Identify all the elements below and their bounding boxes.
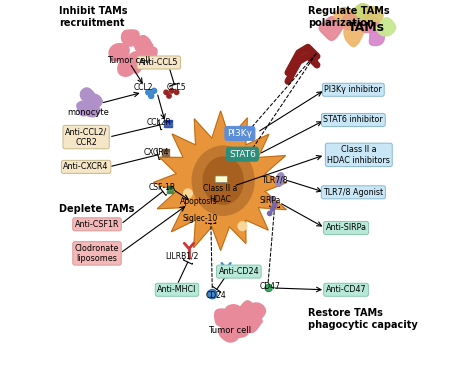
Bar [162, 149, 169, 151]
Bar [167, 186, 173, 188]
Text: CXCR4: CXCR4 [144, 148, 169, 157]
Text: Apoptosis: Apoptosis [180, 197, 218, 206]
Text: CSF-1R: CSF-1R [149, 184, 176, 192]
Text: Siglec-10: Siglec-10 [182, 214, 218, 223]
Polygon shape [369, 30, 385, 46]
Polygon shape [246, 303, 265, 322]
Circle shape [208, 289, 217, 299]
Text: CD47: CD47 [260, 282, 281, 291]
Bar [162, 152, 169, 154]
Polygon shape [219, 323, 239, 342]
Ellipse shape [276, 173, 284, 187]
Bar [164, 123, 172, 125]
Text: Restore TAMs
phagocytic capacity: Restore TAMs phagocytic capacity [308, 308, 418, 330]
Polygon shape [139, 47, 157, 65]
Text: Anti-CD47: Anti-CD47 [326, 285, 366, 294]
Polygon shape [135, 36, 153, 53]
Text: PI3Kγ: PI3Kγ [228, 129, 253, 138]
Polygon shape [81, 88, 96, 101]
Text: Anti-CXCR4: Anti-CXCR4 [64, 162, 109, 171]
Text: LILRB1/2: LILRB1/2 [165, 251, 199, 261]
Circle shape [149, 93, 154, 99]
Polygon shape [77, 101, 91, 116]
Polygon shape [344, 24, 364, 47]
Bar [162, 154, 169, 156]
Text: Tumor cell: Tumor cell [108, 56, 151, 65]
Circle shape [146, 90, 151, 95]
Polygon shape [109, 44, 129, 61]
Text: Anti-SIRPa: Anti-SIRPa [326, 223, 366, 233]
Text: Class II a
HDAC: Class II a HDAC [203, 184, 237, 204]
Polygon shape [360, 15, 380, 32]
Polygon shape [127, 52, 147, 73]
Circle shape [267, 211, 272, 216]
Polygon shape [225, 305, 243, 324]
Polygon shape [334, 8, 354, 26]
Text: CCL2: CCL2 [134, 83, 153, 92]
Text: Anti-CCL2/
CCR2: Anti-CCL2/ CCR2 [65, 127, 107, 147]
Polygon shape [121, 30, 139, 46]
Text: Anti-CCL5: Anti-CCL5 [139, 58, 179, 67]
Text: PI3Kγ inhibitor: PI3Kγ inhibitor [325, 85, 382, 94]
Polygon shape [319, 17, 343, 41]
Text: monocyte: monocyte [67, 108, 109, 117]
Text: Anti-MHCI: Anti-MHCI [157, 285, 197, 294]
Text: STAT6 inhibitor: STAT6 inhibitor [323, 115, 383, 124]
Bar [164, 120, 172, 122]
Text: Anti-CSF1R: Anti-CSF1R [75, 220, 119, 229]
Polygon shape [239, 301, 256, 320]
Circle shape [169, 89, 174, 93]
Circle shape [224, 149, 232, 158]
Text: TLR7/8 Agonist: TLR7/8 Agonist [323, 188, 383, 197]
Polygon shape [118, 57, 137, 76]
Text: CCL5: CCL5 [166, 83, 186, 92]
Bar [164, 126, 172, 127]
Polygon shape [243, 311, 262, 333]
Circle shape [183, 189, 192, 198]
Circle shape [270, 197, 274, 201]
Circle shape [238, 222, 247, 230]
Text: TAMs: TAMs [347, 22, 384, 34]
Circle shape [271, 207, 275, 211]
Polygon shape [89, 95, 102, 108]
Polygon shape [84, 102, 100, 117]
Circle shape [167, 94, 171, 98]
Polygon shape [215, 309, 232, 327]
Circle shape [152, 88, 156, 93]
Text: CD24: CD24 [206, 291, 226, 300]
Circle shape [174, 90, 179, 95]
Polygon shape [231, 319, 250, 337]
Circle shape [273, 202, 277, 207]
Polygon shape [342, 14, 358, 30]
Ellipse shape [192, 146, 254, 215]
Text: Deplete TAMs: Deplete TAMs [59, 204, 134, 214]
Text: Anti-CD24: Anti-CD24 [219, 267, 259, 276]
Text: SIRPa: SIRPa [259, 196, 281, 205]
FancyBboxPatch shape [215, 176, 228, 182]
Bar [167, 191, 173, 193]
Text: CCL2R: CCL2R [146, 118, 171, 127]
Circle shape [265, 284, 272, 292]
Polygon shape [353, 4, 372, 20]
Text: Inhibit TAMs
recruitment: Inhibit TAMs recruitment [59, 6, 128, 28]
Circle shape [164, 90, 168, 95]
Polygon shape [376, 18, 396, 36]
Text: Class II a
HDAC inhibitors: Class II a HDAC inhibitors [328, 145, 390, 165]
Text: TLR7/8: TLR7/8 [262, 175, 289, 184]
Circle shape [198, 164, 207, 172]
Bar [167, 188, 173, 190]
Ellipse shape [203, 157, 243, 204]
Text: Regulate TAMs
polarization: Regulate TAMs polarization [308, 6, 390, 28]
Polygon shape [154, 111, 287, 250]
Text: STAT6: STAT6 [229, 150, 256, 159]
Polygon shape [365, 7, 383, 22]
Text: Tumor cell: Tumor cell [208, 326, 251, 335]
Text: Clodronate
liposomes: Clodronate liposomes [75, 244, 119, 263]
